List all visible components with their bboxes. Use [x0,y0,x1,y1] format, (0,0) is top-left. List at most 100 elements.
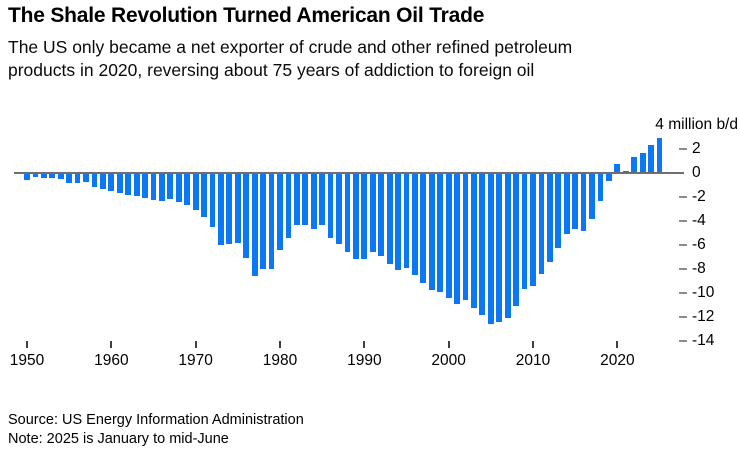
bar-1955 [66,173,73,183]
bar-2008 [513,173,520,307]
y-tick-dash [679,268,687,270]
bar-2011 [538,173,545,275]
bar-1954 [57,173,64,180]
bar-1982 [293,173,300,226]
bar-1995 [403,173,410,268]
bar-1974 [226,173,233,244]
x-tick-label: 1990 [347,352,382,369]
bar-1979 [268,173,275,269]
x-tick-mark [26,341,28,348]
x-tick-label: 2010 [515,352,551,369]
bar-1971 [201,173,207,218]
bar-1992 [378,173,385,257]
y-tick-label: -2 [692,188,706,205]
bar-1969 [184,173,191,206]
bar-2016 [580,173,587,231]
bar-2014 [563,173,570,234]
x-tick-mark [616,341,619,348]
bar-1986 [327,173,334,239]
bar-1984 [310,173,317,230]
bar-1970 [192,173,199,211]
subtitle-line-2: products in 2020, reversing about 75 yea… [8,59,535,80]
bar-2013 [555,173,562,248]
bar-1988 [344,173,351,253]
x-tick-mark [363,341,366,348]
bar-1957 [83,173,89,182]
bar-2019 [605,173,612,182]
bar-1994 [395,173,401,270]
bar-1967 [167,173,174,199]
bar-1998 [428,173,435,290]
bar-2020 [614,164,621,173]
y-tick-label: 2 [692,140,701,157]
bar-1960 [108,173,115,191]
bar-2005 [487,173,494,324]
subtitle-line-1: The US only became a net exporter of cru… [8,37,573,57]
bar-1990 [361,173,368,259]
zero-axis-line [14,172,684,174]
bar-1999 [437,173,444,292]
bar-1983 [302,173,309,225]
y-tick-dash [679,340,687,342]
x-tick-mark [194,341,197,348]
bar-1958 [91,173,98,187]
data-note: Note: 2025 is January to mid-June [8,430,229,447]
x-tick-label: 2000 [431,352,466,369]
bar-1964 [142,173,148,198]
bar-2021 [622,170,629,173]
bar-1953 [49,173,56,179]
y-tick-label: -4 [692,212,706,229]
bar-1978 [260,173,267,269]
x-tick-mark [531,341,534,348]
bar-1950 [24,173,30,180]
bar-1981 [285,173,292,238]
x-tick-mark [447,341,450,348]
bar-1985 [319,173,326,225]
source-note: Source: US Energy Information Administra… [8,412,304,428]
y-axis-unit-label: 4 million b/d [655,116,738,133]
y-tick-label: -10 [692,284,715,301]
bar-1993 [386,173,393,265]
x-tick-label: 1980 [262,352,298,369]
bar-1989 [352,173,359,260]
bar-1963 [133,173,140,197]
bar-2002 [462,173,469,300]
bar-2018 [597,173,604,202]
y-tick-label: -6 [692,236,706,253]
bar-1996 [412,173,418,275]
bar-2010 [530,173,536,287]
bar-1972 [209,173,216,227]
bar-2017 [589,173,595,219]
bar-2022 [631,157,638,173]
bar-1975 [234,173,241,244]
y-tick-dash [679,148,687,150]
x-tick-mark [278,341,281,348]
bar-2024 [648,144,654,173]
bar-2015 [572,173,579,230]
y-tick-label: -8 [692,260,706,277]
x-tick-label: 1970 [178,352,213,369]
bar-chart: 4 million b/d 2 0 -2 -4 -6 -8 -10 -12 -14 1950 196… [0,110,740,400]
bar-1962 [125,173,132,196]
y-tick-dash [679,220,687,222]
bar-1973 [218,173,224,245]
bar-1968 [175,173,182,203]
bar-1980 [277,173,283,250]
y-tick-dash [679,316,687,318]
bar-2012 [546,173,553,262]
bar-2001 [454,173,460,304]
footer: Source: US Energy Information Administra… [8,411,304,448]
bar-2000 [445,173,452,298]
x-tick-label: 1960 [94,352,129,369]
bar-1976 [243,173,250,259]
y-tick-label: -12 [692,308,715,325]
bar-1956 [74,173,81,183]
y-tick-dash [679,244,687,246]
bar-2003 [471,173,477,308]
chart-subtitle: The US only became a net exporter of cru… [8,36,572,81]
y-tick-dash [679,196,687,198]
x-tick-label: 2020 [600,352,635,369]
y-tick-dash [679,292,687,294]
y-tick-label: 0 [692,164,701,181]
